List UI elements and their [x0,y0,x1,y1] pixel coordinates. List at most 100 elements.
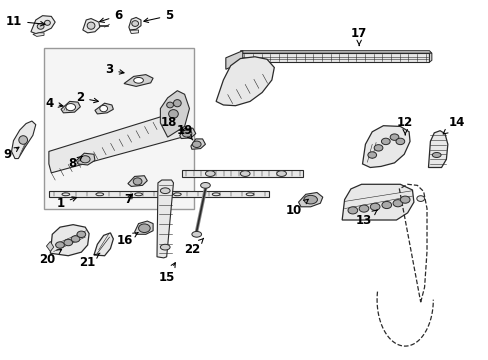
Polygon shape [182,170,303,177]
Text: 7: 7 [124,193,132,206]
Polygon shape [128,176,147,186]
Text: 20: 20 [39,249,61,266]
Ellipse shape [395,138,404,145]
Ellipse shape [381,202,391,208]
Polygon shape [180,128,195,139]
Polygon shape [240,51,431,53]
Ellipse shape [245,193,253,196]
Ellipse shape [367,152,376,158]
Text: 5: 5 [143,9,173,22]
Ellipse shape [87,22,95,29]
Ellipse shape [134,193,142,196]
Text: 2: 2 [76,91,98,104]
Ellipse shape [44,20,50,25]
Ellipse shape [200,183,210,188]
Text: 16: 16 [116,233,138,247]
Polygon shape [46,242,54,251]
Ellipse shape [240,171,249,176]
Ellipse shape [347,207,357,214]
Polygon shape [124,75,153,86]
Ellipse shape [369,203,379,210]
Polygon shape [76,153,95,165]
Text: 14: 14 [442,116,464,134]
Polygon shape [298,193,322,207]
Ellipse shape [37,23,44,29]
Ellipse shape [173,193,181,196]
Ellipse shape [56,242,64,248]
Polygon shape [95,103,113,114]
Polygon shape [342,184,413,220]
Ellipse shape [64,239,73,246]
Text: 9: 9 [3,147,19,162]
Ellipse shape [400,196,409,203]
Ellipse shape [166,102,173,108]
Polygon shape [240,53,428,62]
Ellipse shape [96,193,103,196]
Polygon shape [50,225,89,256]
Ellipse shape [182,130,191,137]
Ellipse shape [66,104,75,111]
Polygon shape [82,18,100,33]
Ellipse shape [168,110,178,118]
Text: 17: 17 [350,27,366,46]
Ellipse shape [389,134,398,140]
Polygon shape [33,33,44,36]
Ellipse shape [160,244,170,250]
Polygon shape [94,233,113,256]
Ellipse shape [431,153,440,157]
Ellipse shape [131,21,138,26]
Ellipse shape [373,145,382,151]
Text: 22: 22 [184,238,203,256]
Text: 11: 11 [6,14,45,27]
Ellipse shape [212,193,220,196]
Text: 8: 8 [69,156,82,170]
Ellipse shape [62,193,70,196]
Polygon shape [362,126,409,167]
Ellipse shape [19,136,27,144]
Text: 21: 21 [79,253,100,269]
Text: 12: 12 [396,116,412,135]
Polygon shape [31,16,55,33]
Ellipse shape [160,188,170,194]
Ellipse shape [138,224,150,233]
Polygon shape [49,114,182,173]
Text: 10: 10 [285,199,307,217]
Polygon shape [49,192,269,197]
Ellipse shape [276,171,286,176]
Text: 19: 19 [176,124,192,140]
Ellipse shape [133,178,142,185]
Polygon shape [61,102,80,113]
Polygon shape [134,221,153,234]
Bar [44,48,194,208]
Ellipse shape [173,100,181,107]
Ellipse shape [416,196,424,202]
Polygon shape [428,53,431,62]
Polygon shape [216,57,274,106]
Text: 15: 15 [158,263,175,284]
Ellipse shape [100,105,107,112]
Ellipse shape [358,205,368,212]
Text: 13: 13 [355,210,377,226]
Polygon shape [157,180,173,258]
Polygon shape [190,139,205,149]
Polygon shape [130,30,138,33]
Ellipse shape [191,231,201,237]
Ellipse shape [80,156,90,163]
Text: 3: 3 [105,63,124,76]
Ellipse shape [381,138,389,145]
Ellipse shape [303,195,317,204]
Polygon shape [160,91,189,137]
Text: 18: 18 [161,116,183,130]
Ellipse shape [205,171,215,176]
Ellipse shape [133,77,143,83]
Ellipse shape [192,141,201,148]
Ellipse shape [71,236,80,242]
Polygon shape [129,18,141,30]
Ellipse shape [77,231,85,238]
Ellipse shape [392,200,402,207]
Text: 6: 6 [100,9,122,22]
Text: 4: 4 [45,97,63,110]
Text: 1: 1 [57,197,77,210]
Polygon shape [12,121,36,158]
Polygon shape [225,51,243,69]
